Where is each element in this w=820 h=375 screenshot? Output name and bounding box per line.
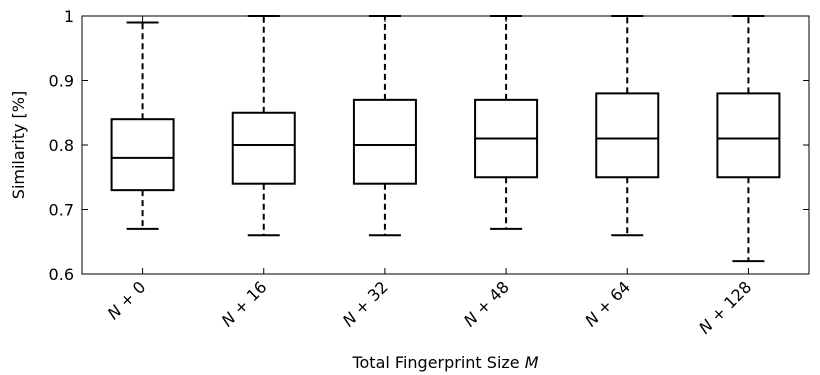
y-tick-label: 0.8 [49,136,74,155]
box-5 [595,15,660,237]
y-tick-label: 0.9 [49,72,74,91]
y-tick-label: 0.6 [49,265,74,284]
y-axis-title: Similarity [%] [9,91,28,199]
x-tick-label: N + 128 [695,277,755,337]
box-1 [110,21,175,230]
x-tick-label: N + 32 [339,277,392,330]
x-tick-label: N + 0 [104,277,150,323]
iqr-box [595,92,660,179]
axes-layer [81,15,810,275]
plot-frame [81,15,810,275]
x-tick-label: N + 16 [218,277,271,330]
x-tick-label: N + 48 [460,277,513,330]
iqr-box [110,118,175,192]
box-2 [231,15,296,237]
boxes-layer [110,15,781,263]
iqr-box [352,98,417,185]
y-axis-ticks: 0.6 0.7 0.8 0.9 1 [49,7,809,284]
x-tick-label: N + 64 [581,277,634,330]
box-6 [716,15,781,263]
y-tick-label: 0.7 [49,201,74,220]
iqr-box [716,92,781,179]
y-tick-label: 1 [64,7,74,26]
x-axis-title: Total Fingerprint Size M [351,353,538,372]
box-4 [474,15,539,230]
box-3 [352,15,417,237]
iqr-box [231,111,296,185]
